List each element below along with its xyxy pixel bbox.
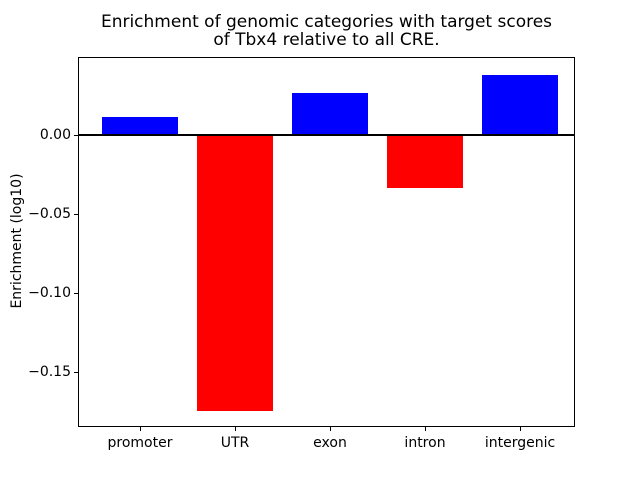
y-tick-mark: [74, 371, 78, 373]
y-axis-label: Enrichment (log10): [9, 173, 25, 309]
x-tick-label-intergenic: intergenic: [484, 435, 556, 451]
y-tick-label: 0.00: [39, 126, 71, 143]
y-tick-mark: [74, 292, 78, 294]
bar-intron: [387, 135, 463, 188]
y-tick-label: −0.05: [28, 205, 71, 222]
y-tick-label: −0.15: [28, 363, 71, 380]
x-tick-label-promoter: promoter: [107, 435, 173, 451]
y-tick-label: −0.10: [28, 284, 71, 301]
chart-title: Enrichment of genomic categories with ta…: [100, 12, 553, 50]
zero-line: [79, 133, 574, 136]
x-tick-mark: [330, 427, 331, 431]
x-tick-label-intron: intron: [404, 435, 446, 451]
x-tick-label-exon: exon: [313, 435, 347, 451]
y-tick-mark: [74, 134, 78, 136]
x-tick-label-UTR: UTR: [220, 435, 250, 451]
plot-area: [78, 57, 575, 427]
x-tick-mark: [140, 427, 141, 431]
x-tick-mark: [425, 427, 426, 431]
x-tick-mark: [235, 427, 236, 431]
x-tick-mark: [520, 427, 521, 431]
bar-UTR: [197, 135, 273, 411]
bar-exon: [292, 92, 368, 136]
bar-intergenic: [482, 75, 558, 136]
bar-promoter: [102, 116, 178, 136]
y-tick-mark: [74, 213, 78, 215]
